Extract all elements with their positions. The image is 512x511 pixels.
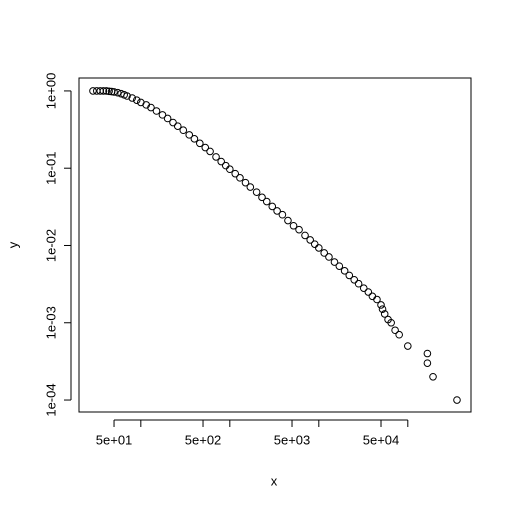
point [395,330,403,339]
point [179,126,188,135]
point [169,118,177,127]
point [147,103,155,112]
point [241,178,250,187]
y-axis-label: y [5,241,20,248]
point [196,139,204,148]
point [310,240,319,248]
point [368,292,377,301]
point [387,318,395,327]
point [252,188,261,196]
point [113,88,122,97]
point [340,267,349,275]
point [105,87,113,96]
point [301,231,309,240]
x-tick-label: 5e+01 [96,432,133,447]
y-tick-label: 1e-01 [43,152,58,185]
point [217,157,225,166]
point [201,143,210,152]
point [354,279,363,288]
point [423,349,432,358]
x-tick-label: 5e+04 [363,432,400,447]
point [289,221,298,230]
point [278,210,287,219]
point [128,94,136,102]
point [231,169,240,178]
point [102,87,111,95]
point [99,87,108,95]
point [364,288,373,296]
point [295,225,303,234]
point [132,96,141,104]
point [206,147,214,156]
point [373,295,381,304]
point [173,122,182,130]
point [246,183,255,191]
y-tick-label: 1e-03 [43,306,58,339]
point [163,114,172,123]
y-tick-label: 1e-02 [43,229,58,262]
point [453,396,461,404]
point [391,326,399,335]
point [284,216,292,225]
point [268,202,277,211]
x-tick-label: 5e+02 [185,432,222,447]
point [325,253,333,261]
point [221,161,230,170]
point [123,92,131,100]
point [258,193,266,202]
point [89,87,97,95]
x-axis-label: x [271,473,278,488]
point [320,249,329,257]
point [190,135,199,143]
point [350,275,359,284]
point [335,262,344,270]
point [152,107,161,115]
point [404,342,412,350]
y-tick-label: 1e+00 [43,73,58,110]
point [345,271,354,280]
point [359,284,368,293]
plot-box [78,77,472,413]
point [380,310,389,318]
x-tick-label: 5e+03 [274,432,311,447]
point [212,153,220,161]
point [110,88,118,96]
point [273,207,281,215]
point [429,372,437,381]
point [185,131,194,139]
y-tick-label: 1e-04 [43,383,58,416]
point [423,359,432,367]
point [315,244,323,252]
point [377,301,385,309]
point [226,165,234,174]
point [236,174,244,182]
point [306,236,314,244]
point [158,111,167,119]
point [330,258,339,266]
point [262,197,271,206]
point [378,305,387,313]
